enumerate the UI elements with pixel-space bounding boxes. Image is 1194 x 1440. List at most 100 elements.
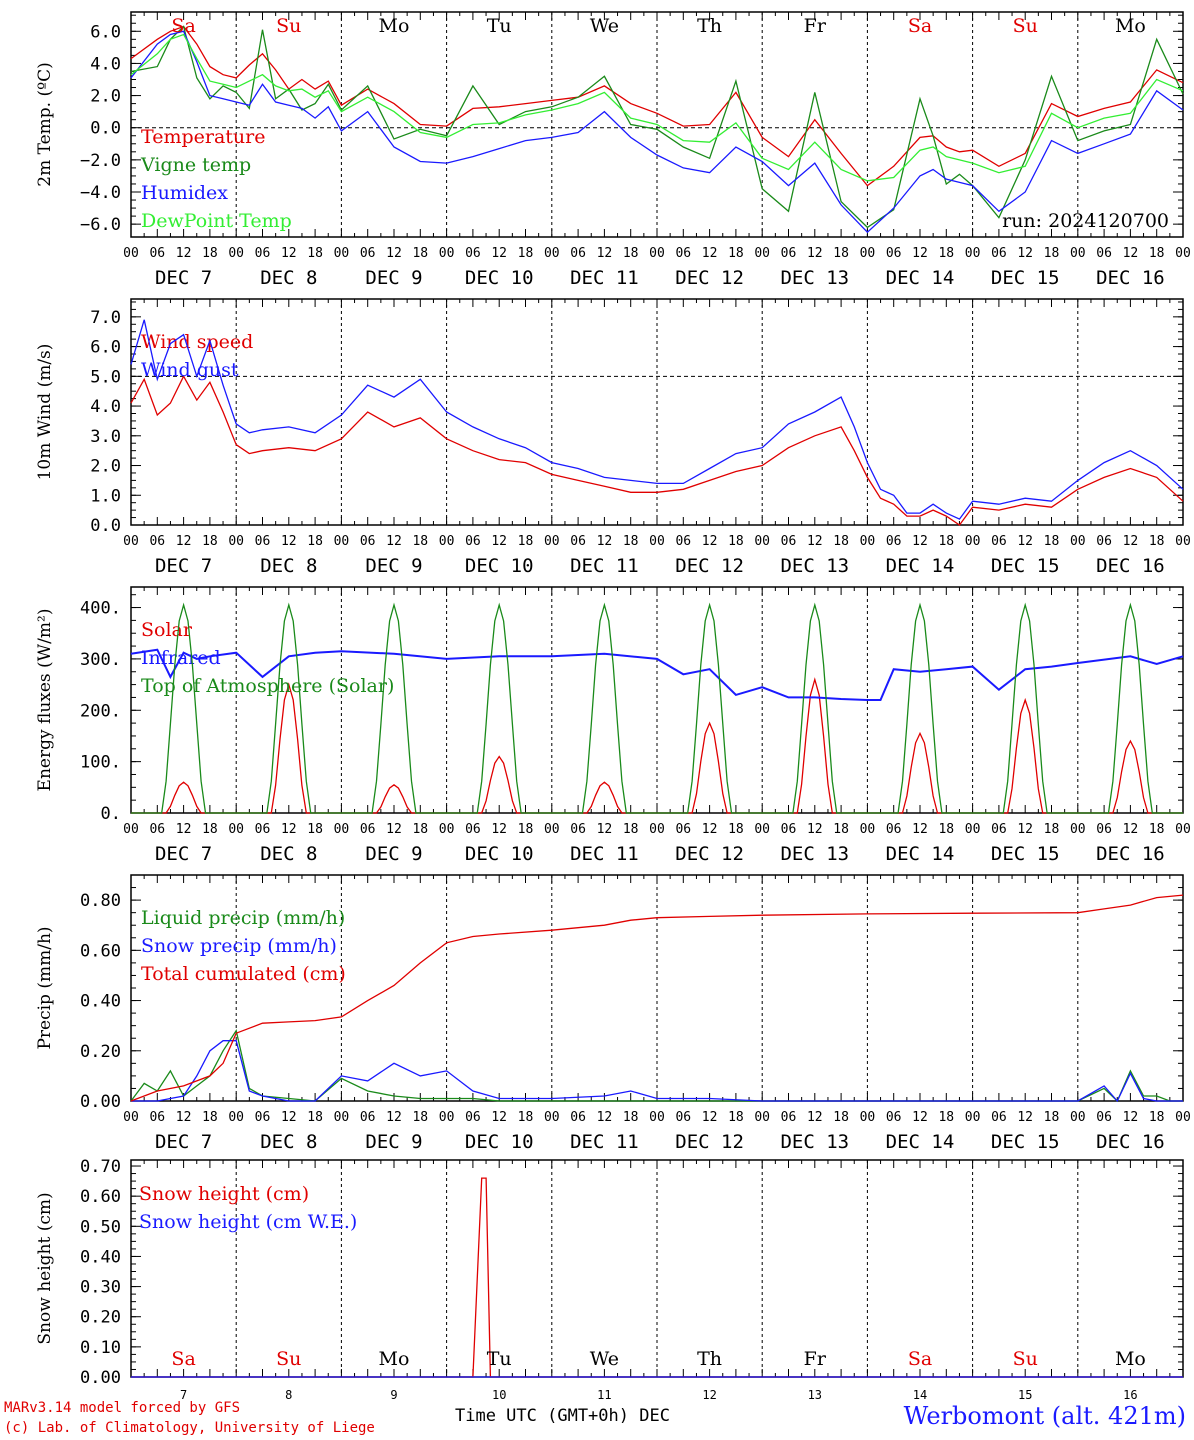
hour-label: 00: [649, 246, 665, 261]
hour-label: 18: [833, 1110, 849, 1125]
hour-label: 06: [465, 534, 481, 549]
weekday-label: Tu: [487, 15, 512, 37]
hour-label: 00: [1070, 246, 1086, 261]
y-tick-label: 0.80: [80, 891, 121, 911]
y-tick-label: 2.0: [90, 457, 121, 477]
hour-label: 06: [781, 1110, 797, 1125]
hour-label: 18: [938, 534, 954, 549]
hour-label: 00: [860, 534, 876, 549]
hour-label: 12: [702, 1110, 718, 1125]
y-tick-label: 0.60: [80, 941, 121, 961]
hour-label: 18: [202, 246, 218, 261]
hour-label: 12: [281, 534, 297, 549]
hour-label: 18: [202, 1110, 218, 1125]
hour-label: 18: [202, 534, 218, 549]
hour-label: 12: [176, 822, 192, 837]
hour-label: 18: [202, 822, 218, 837]
series-line-green: [131, 602, 1183, 814]
hour-label: 00: [965, 822, 981, 837]
weekday-label: Tu: [487, 1348, 512, 1370]
date-label: DEC 10: [465, 555, 534, 577]
hour-label: 12: [1123, 534, 1139, 549]
hour-label: 06: [886, 822, 902, 837]
hour-label: 00: [544, 822, 560, 837]
hour-label: 18: [833, 534, 849, 549]
hour-label: 06: [675, 822, 691, 837]
y-tick-label: 0.10: [80, 1338, 121, 1358]
day-number-label: 12: [702, 1388, 716, 1402]
date-label: DEC 13: [780, 267, 849, 289]
hour-label: 00: [754, 822, 770, 837]
y-axis-label: 2m Temp. (ºC): [35, 62, 55, 187]
y-tick-label: 0.00: [80, 1092, 121, 1112]
y-tick-label: 0.30: [80, 1278, 121, 1298]
date-label: DEC 10: [465, 843, 534, 865]
date-label: DEC 12: [675, 1131, 744, 1153]
series-line-green: [130, 25, 1184, 229]
hour-label: 00: [754, 1110, 770, 1125]
hour-label: 18: [1044, 246, 1060, 261]
date-label: DEC 11: [570, 555, 639, 577]
hour-label: 06: [886, 246, 902, 261]
y-tick-label: 0.0: [90, 119, 121, 139]
date-label: DEC 15: [991, 267, 1060, 289]
weekday-label: Sa: [908, 1348, 932, 1370]
hour-label: 18: [518, 246, 534, 261]
hour-label: 00: [860, 246, 876, 261]
date-label: DEC 16: [1096, 555, 1165, 577]
weekday-label: Th: [697, 1348, 722, 1370]
y-tick-label: 2.0: [90, 87, 121, 107]
hour-label: 00: [965, 1110, 981, 1125]
hour-label: 00: [334, 246, 350, 261]
hour-label: 06: [570, 534, 586, 549]
y-tick-label: 0.: [101, 804, 121, 824]
hour-label: 00: [439, 246, 455, 261]
hour-label: 12: [1017, 534, 1033, 549]
hour-label: 06: [255, 1110, 271, 1125]
series-line-blue: [131, 1040, 1183, 1103]
y-tick-label: 0.0: [90, 516, 121, 536]
hour-label: 06: [886, 534, 902, 549]
weekday-label: Sa: [171, 1348, 195, 1370]
date-label: DEC 7: [155, 267, 212, 289]
hour-label: 00: [439, 822, 455, 837]
hour-label: 06: [570, 246, 586, 261]
hour-label: 18: [518, 1110, 534, 1125]
date-label: DEC 9: [365, 267, 422, 289]
date-label: DEC 14: [886, 843, 955, 865]
hour-label: 06: [781, 822, 797, 837]
date-label: DEC 12: [675, 843, 744, 865]
hour-label: 00: [123, 534, 139, 549]
hour-label: 12: [386, 246, 402, 261]
hour-label: 00: [228, 822, 244, 837]
weekday-label: Mo: [1115, 15, 1146, 37]
legend-entry: Infrared: [141, 647, 221, 669]
series-line-blue: [130, 648, 1184, 701]
legend-entry: Temperature: [141, 126, 265, 148]
hour-label: 00: [228, 534, 244, 549]
hour-label: 12: [597, 822, 613, 837]
hour-label: 12: [281, 246, 297, 261]
hour-label: 18: [938, 822, 954, 837]
y-tick-label: −4.0: [80, 183, 121, 203]
hour-label: 06: [255, 822, 271, 837]
date-label: DEC 14: [886, 267, 955, 289]
hour-label: 18: [412, 534, 428, 549]
weekday-label: Fr: [804, 1348, 827, 1370]
hour-label: 00: [544, 246, 560, 261]
hour-label: 18: [728, 246, 744, 261]
weekday-label: We: [590, 15, 619, 37]
y-tick-label: 3.0: [90, 427, 121, 447]
hour-label: 06: [991, 822, 1007, 837]
hour-label: 18: [1044, 534, 1060, 549]
hour-label: 06: [781, 246, 797, 261]
date-label: DEC 13: [780, 555, 849, 577]
hour-label: 00: [649, 534, 665, 549]
legend-entry: Vigne temp: [140, 154, 251, 176]
hour-label: 12: [1017, 1110, 1033, 1125]
hour-label: 18: [623, 1110, 639, 1125]
hour-label: 00: [1175, 246, 1191, 261]
y-tick-label: 4.0: [90, 397, 121, 417]
y-tick-label: 0.50: [80, 1217, 121, 1237]
legend-entry: Wind gust: [141, 359, 239, 381]
